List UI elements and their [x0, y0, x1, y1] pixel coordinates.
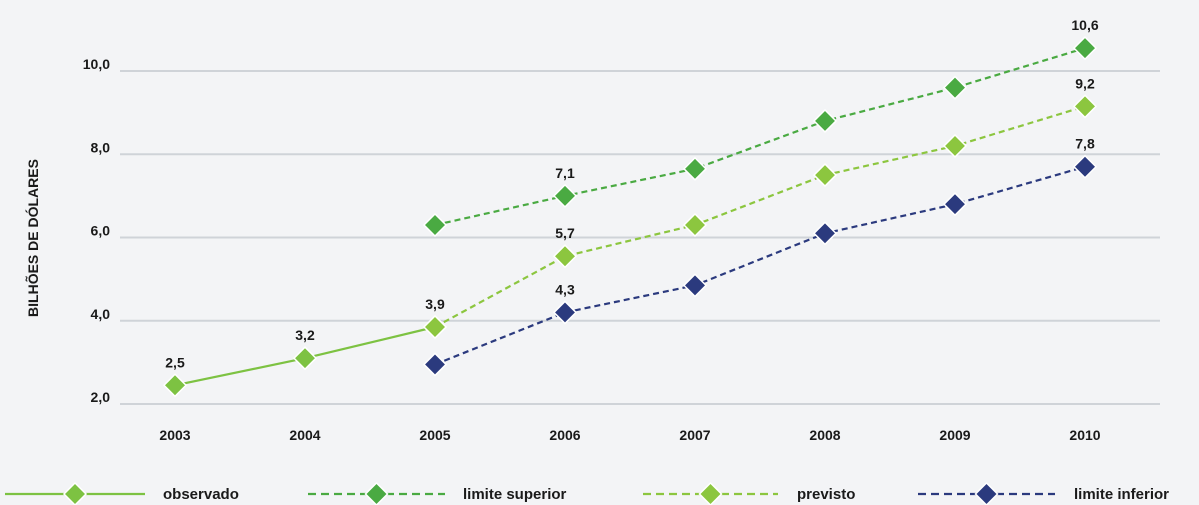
legend: observado limite superior previsto limite i…	[5, 481, 1169, 505]
series-limite-inferior	[422, 154, 1098, 377]
data-label: 3,2	[295, 327, 315, 343]
x-tick-label: 2010	[1069, 427, 1100, 443]
data-point-marker	[942, 75, 968, 100]
data-label: 5,7	[555, 225, 575, 241]
data-point-marker	[682, 273, 708, 298]
legend-label: limite superior	[463, 486, 567, 503]
data-point-marker	[682, 212, 708, 238]
x-tick-label: 2008	[809, 427, 840, 443]
y-tick-label: 8,0	[91, 139, 111, 155]
data-point-marker	[942, 133, 968, 158]
series-line-limite-inferior	[434, 165, 1086, 366]
legend-label: previsto	[797, 486, 855, 503]
data-label: 3,9	[425, 296, 445, 312]
data-point-marker	[1072, 36, 1098, 61]
data-label: 9,2	[1075, 75, 1095, 91]
data-point-marker	[682, 156, 708, 181]
legend-item-previsto: previsto	[643, 481, 855, 505]
x-tick-label: 2009	[939, 427, 970, 443]
legend-marker	[62, 481, 88, 505]
legend-marker	[698, 481, 723, 505]
data-point-marker	[292, 346, 318, 371]
y-tick-labels: 2,0 4,0 6,0 8,0 10,0	[83, 56, 110, 405]
y-tick-label: 2,0	[91, 389, 111, 405]
data-point-marker	[812, 108, 838, 134]
data-label: 2,5	[165, 354, 185, 370]
y-axis-title: BILHÕES DE DÓLARES	[24, 159, 41, 317]
x-tick-label: 2004	[289, 427, 320, 443]
data-point-marker	[1072, 154, 1098, 179]
y-tick-label: 4,0	[91, 306, 111, 322]
series-group	[162, 36, 1098, 398]
data-point-marker	[422, 212, 448, 238]
series-line-previsto	[434, 105, 1086, 328]
data-point-marker	[812, 221, 838, 246]
legend-label: limite inferior	[1074, 486, 1169, 503]
y-tick-label: 6,0	[91, 223, 111, 239]
data-point-marker	[552, 300, 578, 325]
data-point-marker	[942, 192, 968, 217]
legend-marker	[364, 481, 389, 505]
series-limite-superior	[422, 36, 1098, 238]
x-tick-label: 2006	[549, 427, 580, 443]
x-tick-label: 2005	[419, 427, 450, 443]
data-point-marker	[552, 244, 578, 269]
data-label: 7,8	[1075, 136, 1095, 152]
legend-marker	[974, 481, 999, 505]
data-point-marker	[1072, 94, 1098, 119]
x-tick-labels: 2003 2004 2005 2006 2007 2008 2009 2010	[159, 427, 1100, 443]
series-line-limite-superior	[434, 47, 1086, 227]
x-tick-label: 2003	[159, 427, 190, 443]
data-point-marker	[162, 373, 188, 398]
legend-item-observado: observado	[5, 481, 239, 505]
legend-item-limite-superior: limite superior	[308, 481, 567, 505]
series-previsto	[422, 94, 1098, 340]
data-point-marker	[812, 163, 838, 188]
data-labels: 2,5 3,2 3,9 7,1 10,6 5,7 9,2 4,3 7,8	[165, 17, 1099, 370]
data-label: 4,3	[555, 281, 575, 297]
data-label: 10,6	[1071, 17, 1098, 33]
y-tick-label: 10,0	[83, 56, 110, 72]
data-point-marker	[422, 314, 448, 340]
legend-label: observado	[163, 486, 239, 503]
legend-item-limite-inferior: limite inferior	[918, 481, 1169, 505]
x-tick-label: 2007	[679, 427, 710, 443]
data-point-marker	[422, 352, 448, 377]
data-point-marker	[552, 183, 578, 208]
data-label: 7,1	[555, 165, 575, 181]
